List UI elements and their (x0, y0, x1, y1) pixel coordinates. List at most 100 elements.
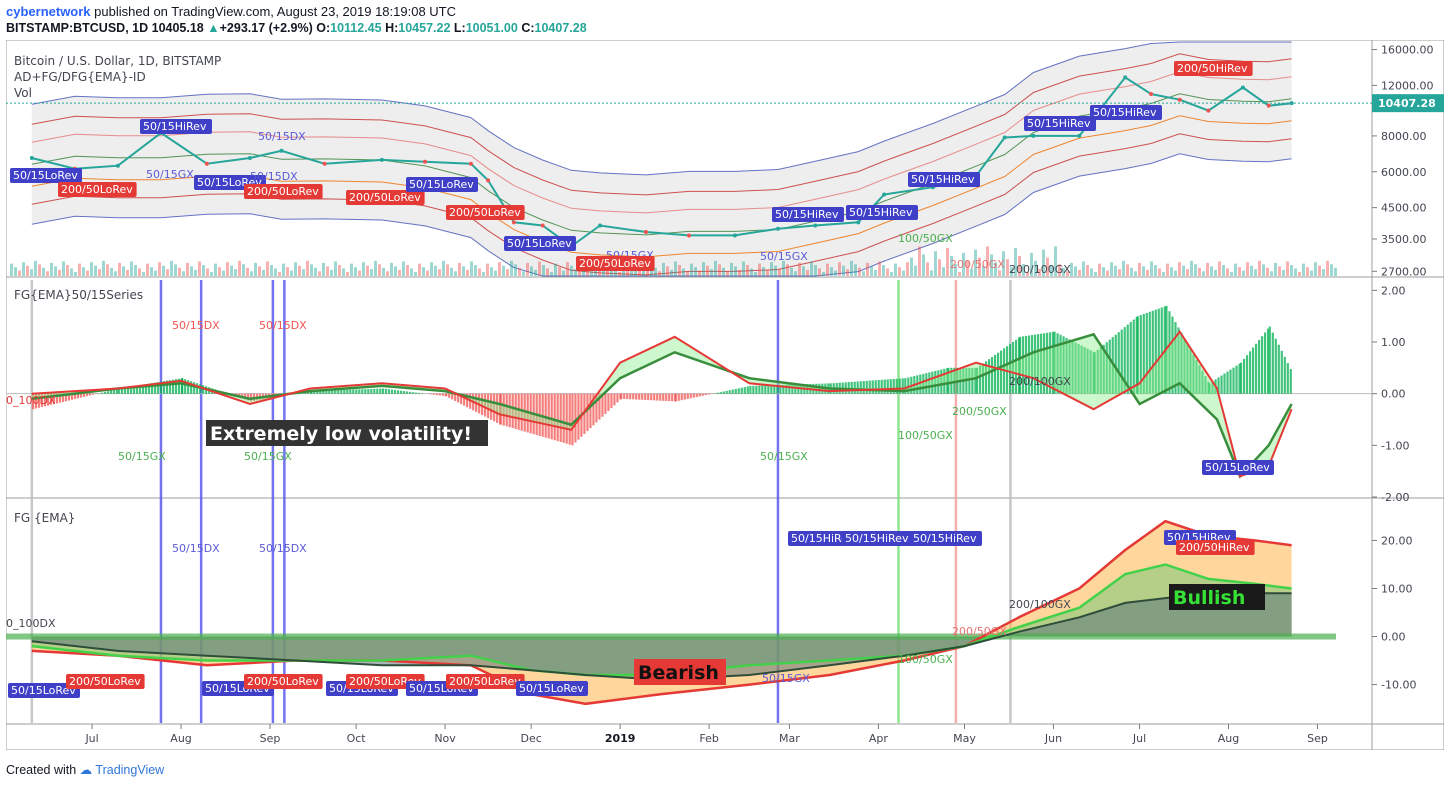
histogram-bar (49, 393, 53, 405)
histogram-bar (641, 393, 644, 400)
volume-bar (66, 265, 69, 276)
volume-bar (366, 265, 369, 276)
volume-bar (922, 254, 925, 276)
histogram-bar (613, 393, 616, 406)
histogram-bar (448, 393, 451, 398)
volume-bar (530, 266, 533, 276)
histogram-bar (103, 391, 107, 394)
histogram-bar (487, 393, 490, 419)
histogram-bar (70, 393, 74, 400)
histogram-bar (978, 365, 982, 394)
signal-label: 50/15LoRev (11, 684, 76, 697)
histogram-bar (1174, 322, 1177, 394)
histogram-bar (953, 367, 956, 394)
price-pane[interactable]: 10407.28 (6, 41, 1444, 277)
signal-label: 100/50GX (898, 653, 953, 666)
histogram-bar (387, 389, 391, 394)
osc-tick-label: 2.00 (1381, 284, 1406, 297)
histogram-bar (120, 388, 124, 394)
volume-bar (82, 267, 85, 276)
histogram-bar (165, 380, 169, 394)
histogram-bar (1071, 340, 1074, 394)
histogram-bar (346, 389, 349, 394)
volume-bar (242, 264, 245, 276)
volume-bar (710, 269, 713, 276)
chart-area[interactable]: 10407.28 50/15LoRev 200/50LoRev 50/15HiRev… (5, 39, 1445, 751)
histogram-bar (1238, 363, 1241, 394)
histogram-bar (61, 393, 65, 402)
chart-svg[interactable]: 10407.28 50/15LoRev 200/50LoRev 50/15HiRev… (5, 39, 1445, 751)
histogram-bar (971, 367, 974, 394)
volume-bar (354, 267, 357, 276)
signal-label: 200/50LoRev (449, 675, 521, 688)
volume-bar (1094, 272, 1097, 276)
histogram-bar (767, 385, 770, 394)
histogram-bar (1022, 336, 1025, 394)
histogram-bar (190, 381, 193, 394)
price-point (882, 192, 887, 197)
volume-bar (850, 260, 853, 276)
tradingview-link[interactable]: TradingView (95, 763, 165, 777)
volume-bar (1222, 265, 1225, 276)
volume-bar (526, 262, 529, 276)
histogram-bar (889, 379, 892, 394)
histogram-bar (1254, 343, 1258, 394)
volume-bar (1182, 265, 1185, 276)
histogram-bar (853, 381, 856, 394)
price-point (732, 233, 737, 238)
histogram-bar (144, 384, 148, 394)
volume-bar (174, 264, 177, 276)
volume-bar (282, 263, 285, 276)
histogram-bar (1251, 347, 1255, 394)
low-value: 10051.00 (465, 21, 518, 35)
histogram-bar (502, 393, 505, 426)
histogram-bar (306, 391, 310, 394)
fg-base-line (31, 592, 1292, 681)
volume-bar (1034, 260, 1037, 276)
signal-label: 200/50LoRev (579, 257, 651, 270)
volume-bar (274, 268, 277, 276)
author-link[interactable]: cybernetwork (6, 4, 91, 19)
histogram-bar (604, 393, 607, 414)
volume-bar (150, 267, 153, 276)
volume-bar (626, 267, 629, 276)
published-text: published on TradingView.com, August 23,… (94, 4, 457, 19)
volume-bar (690, 263, 693, 276)
signal-label-box (8, 683, 80, 698)
histogram-bar (1268, 326, 1271, 394)
volume-bar (498, 262, 501, 276)
osc-tick-label: -2.00 (1381, 491, 1409, 504)
histogram-bar (1223, 373, 1226, 394)
volume-bar (1294, 268, 1297, 276)
volume-bar (1026, 272, 1029, 276)
histogram-bar (758, 385, 761, 394)
histogram-bar (764, 385, 767, 394)
bearish-annotation: Bearish (638, 662, 719, 684)
x-tick-label: 2019 (605, 732, 636, 745)
price-change: +293.17 (+2.9%) (219, 21, 313, 35)
histogram-bar (981, 363, 985, 394)
volume-bar (1138, 262, 1141, 276)
histogram-bar (1180, 332, 1183, 394)
histogram-bar (52, 393, 56, 405)
signal-label-box (244, 674, 323, 689)
fg-ema-pane[interactable] (6, 519, 1336, 706)
high-value: 10457.22 (398, 21, 451, 35)
histogram-bar (352, 389, 355, 394)
signal-label: 50/15HiRev (849, 206, 913, 219)
oscillator-pane[interactable] (6, 305, 1372, 479)
histogram-bar (947, 367, 950, 394)
histogram-bar (58, 393, 62, 403)
volume-bar (902, 270, 905, 276)
volume-bar (386, 271, 389, 276)
price-point (1177, 97, 1182, 102)
volume-bar (1186, 269, 1189, 276)
x-tick-label: Dec (521, 732, 542, 745)
volume-bar (158, 262, 161, 276)
histogram-bar (466, 393, 469, 408)
histogram-bar (337, 390, 340, 394)
histogram-bar (785, 384, 788, 394)
volume-bar (114, 271, 117, 276)
histogram-bar (623, 393, 626, 399)
volume-bar (502, 265, 505, 276)
